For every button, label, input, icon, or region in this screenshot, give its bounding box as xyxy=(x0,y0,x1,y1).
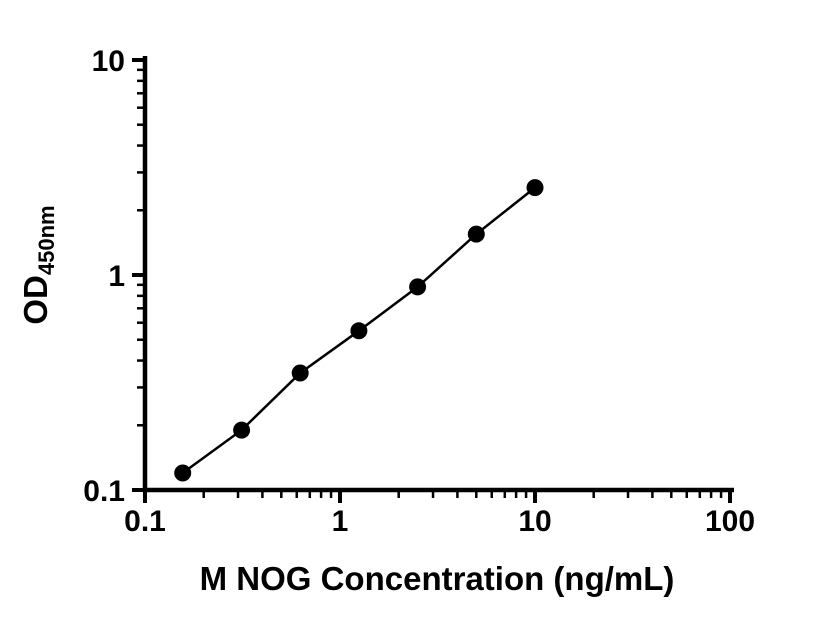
axis-spine xyxy=(142,56,734,493)
y-axis-title: OD450nm xyxy=(17,205,59,324)
axis-ticks xyxy=(132,58,732,503)
x-tick-label: 10 xyxy=(518,505,551,538)
data-point xyxy=(350,322,368,340)
plot-area: 0.1 1 10 100 0.1 1 10 xyxy=(83,45,755,538)
series xyxy=(174,179,544,482)
x-axis-title: M NOG Concentration (ng/mL) xyxy=(200,560,675,597)
x-tick-label: 100 xyxy=(705,505,755,538)
series-layer xyxy=(174,179,544,482)
y-axis-title-main: OD xyxy=(17,275,54,325)
y-axis-title-subscript: 450nm xyxy=(34,205,59,275)
x-tick-label: 0.1 xyxy=(124,505,166,538)
y-tick-label: 10 xyxy=(92,45,125,78)
tick-labels: 0.1 1 10 100 0.1 1 10 xyxy=(83,45,755,538)
data-point xyxy=(526,179,544,197)
data-point xyxy=(233,421,251,439)
data-point xyxy=(409,278,427,296)
axes xyxy=(142,56,734,493)
y-tick-label: 1 xyxy=(108,260,125,293)
data-point xyxy=(291,364,309,382)
x-tick-label: 1 xyxy=(332,505,349,538)
data-point xyxy=(174,464,192,482)
y-tick-label: 0.1 xyxy=(83,475,125,508)
data-point xyxy=(467,225,485,243)
